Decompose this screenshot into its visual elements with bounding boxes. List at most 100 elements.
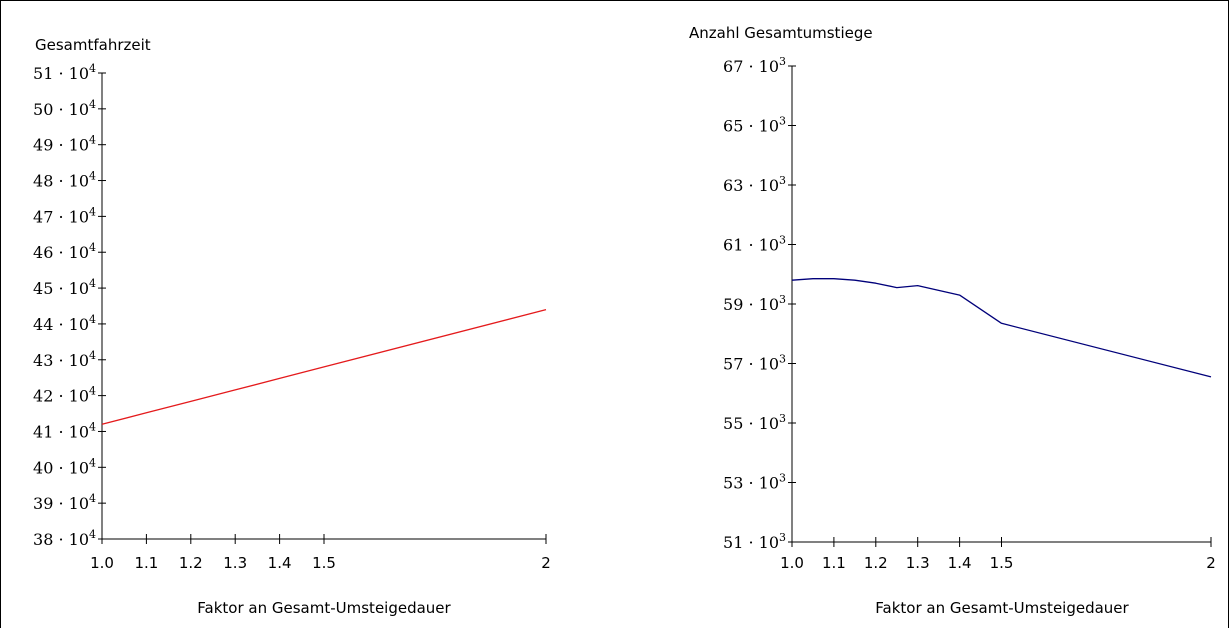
left-y-tick-label: 49 · 104 — [33, 134, 96, 155]
left-y-tick-cdot: · — [53, 136, 68, 155]
left-x-axis-label: Faktor an Gesamt-Umsteigedauer — [197, 599, 451, 617]
left-y-tick-label: 39 · 104 — [33, 492, 96, 513]
right-x-tick-label: 1.3 — [906, 554, 930, 572]
right-x-tick-label: 1.4 — [948, 554, 972, 572]
right-y-tick-base: 10 — [759, 57, 779, 76]
right-y-tick-cdot: · — [743, 295, 758, 314]
left-y-tick-mantissa: 46 — [33, 243, 53, 262]
left-y-tick-label: 46 · 104 — [33, 241, 96, 262]
right-x-axis-label: Faktor an Gesamt-Umsteigedauer — [875, 599, 1129, 617]
left-x-tick-label: 1.2 — [179, 554, 203, 572]
left-data-point — [278, 377, 280, 379]
right-y-tick-label: 61 · 103 — [723, 234, 786, 255]
right-y-tick-mantissa: 59 — [723, 295, 743, 314]
left-y-tick-mantissa: 50 — [33, 100, 53, 119]
left-y-tick-exponent: 4 — [89, 420, 96, 433]
right-series-line — [791, 278, 1212, 378]
right-y-tick-base: 10 — [759, 355, 779, 374]
left-y-tick-base: 10 — [69, 207, 89, 226]
right-y-tick-exponent: 3 — [779, 531, 786, 544]
right-data-point — [812, 278, 814, 280]
right-y-tick-mantissa: 61 — [723, 236, 743, 255]
left-y-tick-base: 10 — [69, 136, 89, 155]
left-y-tick-exponent: 4 — [89, 313, 96, 326]
left-y-tick-mantissa: 51 — [33, 64, 53, 83]
left-y-tick-label: 45 · 104 — [33, 277, 96, 298]
left-y-tick-base: 10 — [69, 494, 89, 513]
left-x-tick-label: 2 — [541, 554, 551, 572]
left-y-tick-base: 10 — [69, 387, 89, 406]
left-y-tick-label: 51 · 104 — [33, 62, 96, 83]
left-y-tick-base: 10 — [69, 351, 89, 370]
left-y-tick-mantissa: 42 — [33, 387, 53, 406]
left-y-tick-label: 38 · 104 — [33, 528, 96, 549]
left-y-tick-base: 10 — [69, 458, 89, 477]
left-y-axis-label: Gesamtfahrzeit — [35, 36, 151, 54]
left-y-tick-base: 10 — [69, 279, 89, 298]
left-y-tick-exponent: 4 — [89, 98, 96, 111]
right-y-tick-base: 10 — [759, 474, 779, 493]
left-y-tick-cdot: · — [53, 315, 68, 334]
left-y-tick-mantissa: 39 — [33, 494, 53, 513]
left-y-tick-mantissa: 47 — [33, 207, 53, 226]
left-y-tick-exponent: 4 — [89, 241, 96, 254]
left-y-tick-cdot: · — [53, 100, 68, 119]
left-y-tick-cdot: · — [53, 243, 68, 262]
left-x-tick-label: 1.5 — [312, 554, 336, 572]
left-series-line — [101, 308, 547, 425]
left-y-tick-cdot: · — [53, 387, 68, 406]
left-y-tick-cdot: · — [53, 172, 68, 191]
left-y-tick-label: 48 · 104 — [33, 170, 96, 191]
left-data-point — [234, 389, 236, 391]
right-y-tick-label: 51 · 103 — [723, 531, 786, 552]
left-x-tick-label: 1.0 — [90, 554, 114, 572]
right-data-point — [917, 284, 919, 286]
right-data-point — [791, 279, 793, 281]
right-y-tick-label: 55 · 103 — [723, 412, 786, 433]
left-y-tick-base: 10 — [69, 172, 89, 191]
right-y-tick-cdot: · — [743, 355, 758, 374]
left-y-tick-cdot: · — [53, 458, 68, 477]
left-y-tick-label: 40 · 104 — [33, 456, 96, 477]
left-y-tick-label: 47 · 104 — [33, 205, 96, 226]
right-y-tick-cdot: · — [743, 414, 758, 433]
left-y-tick-mantissa: 45 — [33, 279, 53, 298]
right-y-tick-cdot: · — [743, 176, 758, 195]
left-y-tick-cdot: · — [53, 279, 68, 298]
left-y-tick-label: 42 · 104 — [33, 385, 96, 406]
left-data-point — [545, 308, 547, 310]
left-y-tick-base: 10 — [69, 315, 89, 334]
left-y-tick-mantissa: 41 — [33, 422, 53, 441]
right-y-tick-label: 65 · 103 — [723, 115, 786, 136]
right-y-tick-mantissa: 53 — [723, 474, 743, 493]
right-y-tick-mantissa: 57 — [723, 355, 743, 374]
right-x-tick-label: 2 — [1206, 554, 1216, 572]
right-data-point — [854, 279, 856, 281]
left-y-tick-base: 10 — [69, 100, 89, 119]
right-data-point — [958, 294, 960, 296]
left-x-tick-label: 1.4 — [268, 554, 292, 572]
right-y-tick-base: 10 — [759, 414, 779, 433]
right-y-tick-mantissa: 67 — [723, 57, 743, 76]
right-data-point — [1210, 376, 1212, 378]
right-data-point — [1000, 322, 1002, 324]
right-y-tick-exponent: 3 — [779, 293, 786, 306]
right-y-tick-mantissa: 51 — [723, 533, 743, 552]
left-y-tick-exponent: 4 — [89, 492, 96, 505]
right-data-point — [833, 278, 835, 280]
right-y-tick-cdot: · — [743, 57, 758, 76]
right-y-tick-label: 63 · 103 — [723, 174, 786, 195]
right-x-tick-label: 1.5 — [990, 554, 1014, 572]
left-y-tick-cdot: · — [53, 207, 68, 226]
left-y-tick-cdot: · — [53, 351, 68, 370]
left-y-tick-mantissa: 48 — [33, 172, 53, 191]
left-chart: Gesamtfahrzeit Faktor an Gesamt-Umsteiged… — [33, 36, 551, 617]
right-y-tick-base: 10 — [759, 176, 779, 195]
left-y-tick-exponent: 4 — [89, 528, 96, 541]
right-y-tick-exponent: 3 — [779, 174, 786, 187]
left-y-tick-mantissa: 44 — [33, 315, 53, 334]
right-y-tick-exponent: 3 — [779, 234, 786, 247]
left-y-tick-base: 10 — [69, 64, 89, 83]
left-y-tick-exponent: 4 — [89, 170, 96, 183]
